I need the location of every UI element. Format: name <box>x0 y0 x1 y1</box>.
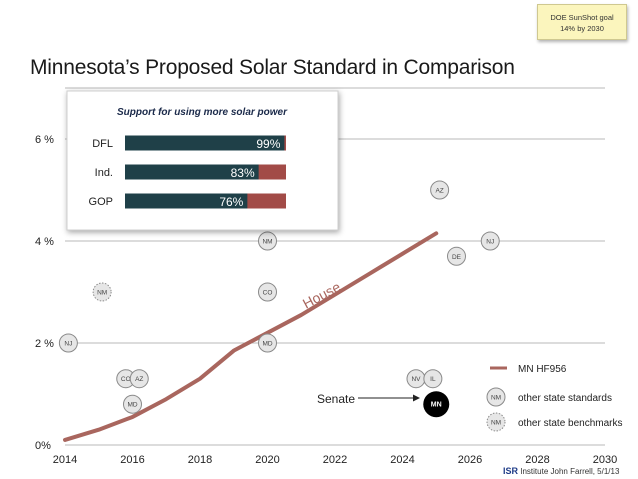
legend-label: MN HF956 <box>518 364 567 375</box>
marker-circle <box>258 333 277 353</box>
marker-circle <box>258 231 277 251</box>
inset-category-label: GOP <box>89 196 113 208</box>
inset-bar-support <box>125 135 285 151</box>
legend-background <box>484 356 634 436</box>
mn-marker <box>423 391 450 418</box>
state-standard-marker: AZ <box>129 369 149 389</box>
state-standard-marker: MD <box>258 333 277 353</box>
legend-marker-label: NM <box>491 420 501 427</box>
senate-annotation: Senate <box>317 392 355 406</box>
sunshot-note-line1: DOE SunShot goal <box>550 13 614 22</box>
marker-circle <box>129 369 149 389</box>
inset-bar-value-label: 83% <box>231 166 255 180</box>
marker-label: NJ <box>64 341 72 348</box>
marker-label: AZ <box>135 376 143 383</box>
state-standard-marker: AZ <box>430 180 450 200</box>
marker-label: MD <box>262 341 272 348</box>
marker-circle <box>258 282 277 302</box>
state-standard-marker: IL <box>423 369 443 389</box>
inset-bar-support <box>125 164 259 180</box>
inset-bar-value-label: 99% <box>256 137 280 151</box>
x-tick-label: 2026 <box>458 454 482 466</box>
inset-category-label: DFL <box>92 138 113 150</box>
inset-chart: Support for using more solar power DFL 99%… <box>66 90 339 231</box>
marker-circle <box>58 333 78 353</box>
page-title: Minnesota’s Proposed Solar Standard in C… <box>30 56 515 79</box>
x-tick-label: 2014 <box>53 454 77 466</box>
credit-org-suffix: Institute <box>520 467 549 476</box>
marker-label: NJ <box>486 239 494 246</box>
state-standard-marker: NV <box>406 369 426 389</box>
marker-circle <box>123 394 142 414</box>
x-tick-label: 2030 <box>593 454 617 466</box>
mn-marker-label: MN <box>431 402 442 409</box>
inset-title: Support for using more solar power <box>117 107 288 118</box>
state-standard-marker: NJ <box>58 333 78 353</box>
x-tick-label: 2018 <box>188 454 212 466</box>
sunshot-sticky-note: DOE SunShot goal 14% by 2030 <box>537 4 627 40</box>
legend-marker <box>486 412 506 432</box>
marker-label: CO <box>121 376 131 383</box>
state-standard-marker: DE <box>447 246 466 266</box>
inset-bar-support <box>125 193 248 209</box>
state-standard-marker: MD <box>123 394 142 414</box>
state-standard-marker: NM <box>258 231 277 251</box>
marker-label: AZ <box>435 188 443 195</box>
x-tick-label: 2016 <box>120 454 144 466</box>
y-tick-label: 0% <box>35 440 51 452</box>
legend: MN HF956 NM other state standards NM other s… <box>484 356 634 436</box>
x-tick-label: 2022 <box>323 454 347 466</box>
state-benchmark-marker: NM <box>92 282 112 302</box>
marker-circle <box>430 180 450 200</box>
senate-arrow-head <box>413 394 420 402</box>
marker-label: NM <box>262 239 272 246</box>
state-standard-marker: CO <box>258 282 277 302</box>
marker-circle <box>423 369 443 389</box>
y-tick-label: 6 % <box>35 134 54 146</box>
marker-label: NV <box>411 376 421 383</box>
marker-circle <box>92 282 112 302</box>
marker-label: NM <box>97 290 107 297</box>
marker-label: CO <box>263 290 273 297</box>
x-tick-label: 2024 <box>390 454 414 466</box>
marker-circle <box>480 231 500 251</box>
y-tick-label: 4 % <box>35 236 54 248</box>
credit-footer: ISR Institute John Farrell, 5/1/13 <box>503 466 619 476</box>
marker-label: MD <box>127 402 137 409</box>
sunshot-note-line2: 14% by 2030 <box>560 24 604 33</box>
legend-label: other state standards <box>518 393 612 404</box>
x-tick-label: 2020 <box>255 454 279 466</box>
y-tick-label: 2 % <box>35 338 54 350</box>
legend-label: other state benchmarks <box>518 418 623 429</box>
marker-label: IL <box>430 376 436 383</box>
credit-author: John Farrell, 5/1/13 <box>550 467 620 476</box>
inset-bar-value-label: 76% <box>219 195 243 209</box>
credit-org-logo: ISR <box>503 466 519 476</box>
x-tick-label: 2028 <box>525 454 549 466</box>
state-standard-marker: NJ <box>480 231 500 251</box>
series-line-mn-hf956 <box>63 231 439 442</box>
legend-marker <box>486 387 506 407</box>
house-annotation: House <box>300 278 343 311</box>
marker-circle <box>447 246 466 266</box>
marker-label: DE <box>452 254 462 261</box>
legend-marker-label: NM <box>491 395 501 402</box>
inset-category-label: Ind. <box>95 167 113 179</box>
